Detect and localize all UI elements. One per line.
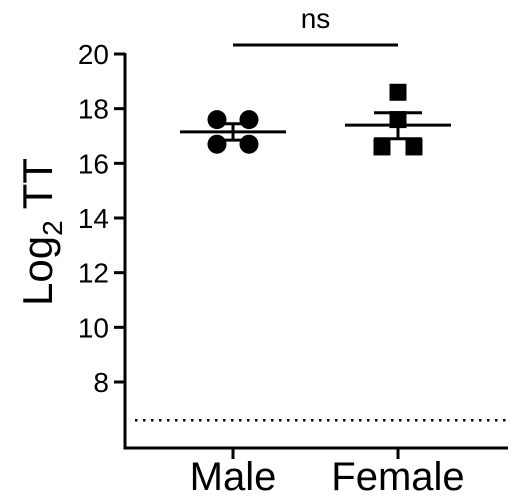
x-tick-label: Male [190,455,277,499]
y-tick-label: 14 [78,203,109,234]
y-axis-label-tail: TT [14,158,61,220]
x-ticks: Male Female [190,448,465,499]
data-point-female [405,138,423,156]
y-tick-label: 18 [78,94,109,125]
x-tick-label: Female [331,455,464,499]
data-points [207,83,423,156]
mean-sem-bars [180,111,451,142]
significance-label: ns [301,3,331,34]
y-axis-label: Log2 TT [14,158,68,306]
y-tick-label: 12 [78,258,109,289]
y-axis-label-main: Log [14,236,61,306]
axes [123,53,508,450]
y-ticks: 8 10 12 14 16 18 20 [78,39,125,398]
data-point-male [207,134,227,154]
significance-annotation: ns [233,3,398,47]
data-point-male [207,110,227,130]
y-tick-label: 20 [78,39,109,70]
data-point-male [239,134,259,154]
y-tick-label: 16 [78,148,109,179]
y-axis-label-subscript: 2 [37,220,68,236]
data-point-male [239,110,259,130]
data-point-female [373,138,391,156]
y-tick-label: 10 [78,312,109,343]
data-point-female [389,83,407,101]
y-tick-label: 8 [93,367,109,398]
